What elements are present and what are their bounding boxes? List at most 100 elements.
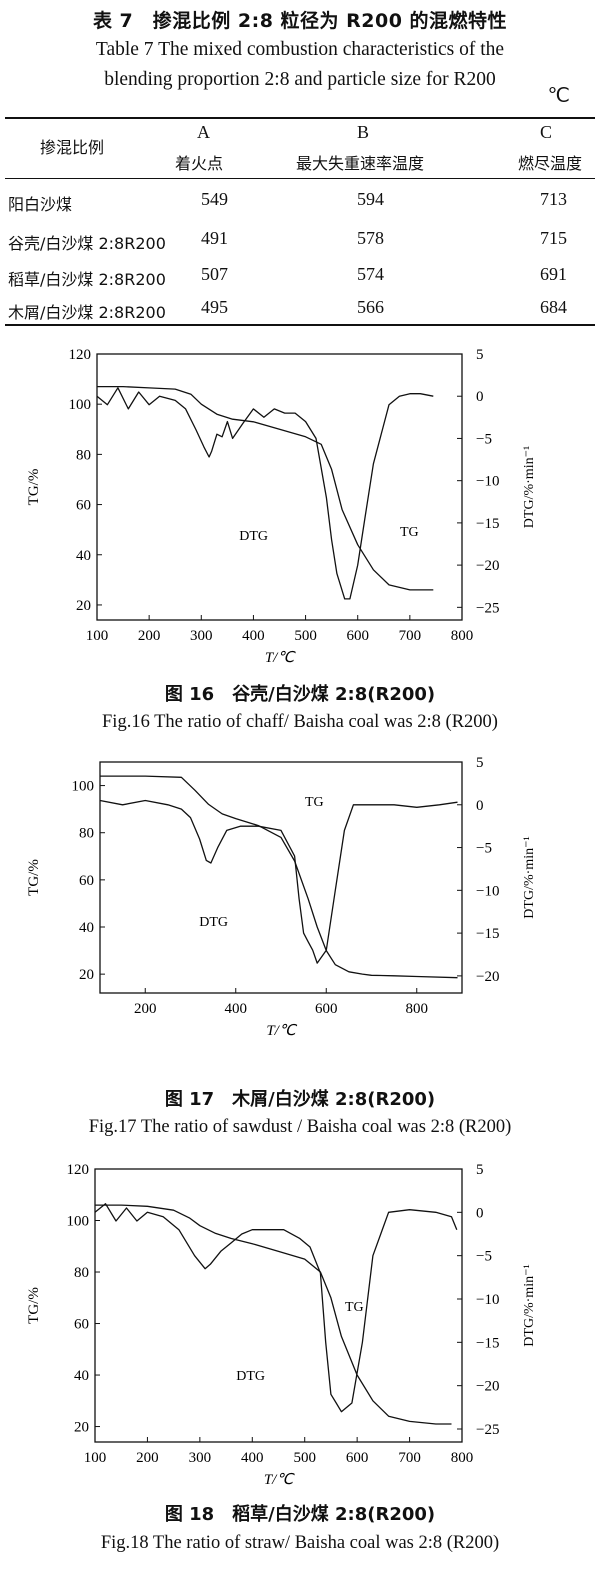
y-tick-label: 120 — [69, 347, 92, 363]
y-tick-label: 60 — [79, 873, 94, 889]
y2-tick-label: 0 — [476, 798, 484, 814]
tg-series-label: TG — [345, 1300, 364, 1315]
y2-tick-label: −5 — [476, 1249, 492, 1265]
row-value-c: 713 — [540, 189, 567, 209]
row-name: 稻草/白沙煤 2:8R200 — [8, 270, 166, 289]
table-title-en-line2: blending proportion 2:8 and particle siz… — [104, 69, 496, 90]
x-tick-label: 800 — [451, 628, 474, 644]
x-tick-label: 600 — [346, 1450, 369, 1466]
header-blend-ratio: 掺混比例 — [40, 138, 105, 157]
x-tick-label: 400 — [225, 1001, 248, 1017]
y-tick-label: 40 — [74, 1368, 89, 1384]
y2-tick-label: −15 — [476, 926, 499, 942]
x-axis-label: T/℃ — [265, 650, 297, 666]
header-ignition-point: 着火点 — [175, 154, 224, 173]
tg-dtg-chart-fig18: 100 200 300 400 500 600 700 800 20 40 60 80 100 120 5 0… — [26, 1162, 537, 1488]
row-value-c: 715 — [540, 228, 567, 248]
plot-frame — [96, 353, 463, 621]
y-axis-label: TG/% — [26, 859, 42, 896]
y2-tick-label: 5 — [476, 347, 484, 363]
row-value-c: 691 — [540, 264, 567, 284]
header-col-c-letter: C — [540, 122, 553, 142]
y2-tick-label: −25 — [476, 1422, 499, 1438]
figure-16: 100 200 300 400 500 600 700 800 20 40 60 80 100 120 5 0… — [0, 340, 600, 670]
x-tick-label: 800 — [406, 1001, 429, 1017]
y-tick-label: 20 — [74, 1420, 89, 1436]
y-tick-label: 80 — [79, 826, 94, 842]
y2-tick-label: 5 — [476, 1162, 484, 1178]
y2-tick-label: −20 — [476, 969, 499, 985]
series-line-tg — [95, 1204, 452, 1425]
x-axis-label: T/℃ — [266, 1023, 298, 1039]
x-tick-label: 300 — [190, 628, 213, 644]
row-value-b: 578 — [357, 228, 384, 248]
table-title-cn: 表 7 掺混比例 2:8 粒径为 R200 的混燃特性 — [92, 10, 508, 32]
row-value-a: 491 — [201, 228, 228, 248]
x-tick-label: 400 — [242, 628, 265, 644]
tg-series-label: TG — [305, 795, 324, 810]
series-line-dtg — [99, 799, 458, 964]
y-tick-label: 20 — [79, 967, 94, 983]
row-value-b: 566 — [357, 297, 384, 317]
y-tick-label: 100 — [67, 1214, 90, 1230]
figure-18-caption-en: Fig.18 The ratio of straw/ Baisha coal w… — [100, 1533, 500, 1553]
table-title-en-line1: Table 7 The mixed combustion characteris… — [95, 39, 505, 60]
series-line-dtg — [94, 1203, 458, 1413]
y-tick-label: 40 — [76, 548, 91, 564]
y2-tick-label: −15 — [476, 1335, 499, 1351]
figure-17-caption-cn: 图 17 木屑/白沙煤 2:8(R200) — [164, 1089, 436, 1110]
header-col-b-letter: B — [357, 122, 370, 142]
y2-tick-label: −25 — [476, 600, 499, 616]
y2-tick-label: −5 — [476, 431, 492, 447]
header-burnout-temp: 燃尽温度 — [518, 154, 583, 173]
plot-frame — [94, 1168, 463, 1443]
y-tick-label: 100 — [72, 779, 95, 795]
y-tick-label: 80 — [76, 447, 91, 463]
x-axis-label: T/℃ — [264, 1472, 296, 1488]
y2-axis-label: DTG/%·min⁻¹ — [522, 836, 537, 918]
x-tick-label: 700 — [399, 628, 422, 644]
dtg-series-label: DTG — [199, 915, 228, 930]
x-tick-label: 200 — [138, 628, 161, 644]
x-tick-label: 500 — [293, 1450, 316, 1466]
y2-tick-label: 0 — [476, 389, 484, 405]
y-tick-label: 120 — [67, 1162, 90, 1178]
y2-tick-label: −10 — [476, 883, 499, 899]
y2-tick-label: −5 — [476, 841, 492, 857]
table-unit: ℃ — [547, 85, 570, 107]
series-line-dtg — [96, 387, 434, 600]
table-header-rule — [5, 178, 595, 179]
y2-axis-label: DTG/%·min⁻¹ — [522, 446, 537, 528]
x-tick-label: 200 — [134, 1001, 157, 1017]
dtg-series-label: DTG — [239, 529, 268, 544]
y2-axis-label: DTG/%·min⁻¹ — [522, 1264, 537, 1346]
y-tick-label: 40 — [79, 920, 94, 936]
series-line-tg — [97, 385, 434, 591]
y-tick-label: 60 — [76, 498, 91, 514]
header-max-loss-rate-temp: 最大失重速率温度 — [296, 154, 425, 173]
x-tick-label: 100 — [86, 628, 109, 644]
x-tick-label: 600 — [315, 1001, 338, 1017]
x-tick-label: 600 — [346, 628, 369, 644]
tg-series-label: TG — [400, 525, 419, 540]
table-bottom-rule — [5, 324, 595, 326]
figure-17-caption-en: Fig.17 The ratio of sawdust / Baisha coa… — [88, 1117, 512, 1137]
y-tick-label: 60 — [74, 1317, 89, 1333]
dtg-series-label: DTG — [236, 1369, 265, 1384]
x-tick-label: 200 — [136, 1450, 159, 1466]
row-name: 谷壳/白沙煤 2:8R200 — [8, 234, 166, 253]
x-tick-label: 300 — [189, 1450, 212, 1466]
x-tick-label: 100 — [84, 1450, 107, 1466]
x-tick-label: 500 — [294, 628, 317, 644]
row-value-b: 594 — [357, 189, 384, 209]
tg-dtg-chart-fig17: 200 400 600 800 20 40 60 80 100 5 0 −5 −10 −15 −20 T/℃ T… — [26, 755, 537, 1039]
row-value-a: 495 — [201, 297, 228, 317]
y2-tick-label: −10 — [476, 474, 499, 490]
y-tick-label: 100 — [69, 397, 92, 413]
y-axis-label: TG/% — [26, 469, 42, 506]
y2-tick-label: −20 — [476, 558, 499, 574]
row-value-a: 549 — [201, 189, 228, 209]
x-tick-label: 400 — [241, 1450, 264, 1466]
y-tick-label: 80 — [74, 1265, 89, 1281]
y-tick-label: 20 — [76, 598, 91, 614]
